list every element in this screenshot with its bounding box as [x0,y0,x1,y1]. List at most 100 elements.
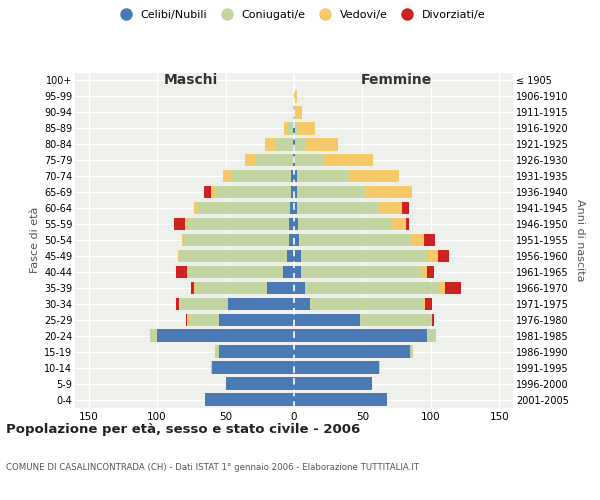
Bar [427,266,434,278]
Bar [310,298,422,310]
Bar [287,250,294,262]
Bar [226,378,294,390]
Bar [297,186,365,198]
Bar [294,186,297,198]
Bar [265,138,275,150]
Bar [412,234,424,246]
Bar [216,186,291,198]
Bar [406,218,409,230]
Bar [179,298,181,310]
Bar [428,250,438,262]
Bar [219,346,294,358]
Bar [410,346,413,358]
Bar [173,218,185,230]
Bar [232,170,291,182]
Bar [379,362,380,374]
Bar [294,282,305,294]
Bar [294,298,310,310]
Bar [365,186,412,198]
Bar [196,282,266,294]
Bar [294,250,301,262]
Bar [294,394,387,406]
Bar [266,282,294,294]
Bar [211,186,216,198]
Bar [294,154,295,166]
Bar [294,218,298,230]
Bar [176,266,187,278]
Bar [229,298,294,310]
Bar [245,154,256,166]
Bar [185,218,187,230]
Bar [275,138,293,150]
Bar [438,250,449,262]
Bar [205,394,294,406]
Bar [301,266,421,278]
Bar [187,266,283,278]
Bar [176,298,179,310]
Bar [427,330,436,342]
Bar [421,266,427,278]
Bar [360,314,431,326]
Bar [212,362,294,374]
Bar [349,170,400,182]
Bar [294,202,297,214]
Bar [301,250,428,262]
Y-axis label: Anni di nascita: Anni di nascita [575,198,586,281]
Bar [445,282,461,294]
Bar [198,202,290,214]
Bar [289,234,294,246]
Bar [293,106,294,118]
Text: Maschi: Maschi [164,73,218,87]
Bar [256,154,293,166]
Bar [293,138,294,150]
Bar [323,154,373,166]
Text: COMUNE DI CASALINCONTRADA (CH) - Dati ISTAT 1° gennaio 2006 - Elaborazione TUTTI: COMUNE DI CASALINCONTRADA (CH) - Dati IS… [6,462,419,471]
Bar [294,266,301,278]
Bar [283,266,294,278]
Bar [432,314,434,326]
Bar [157,330,294,342]
Bar [294,138,295,150]
Bar [194,202,198,214]
Bar [294,362,379,374]
Bar [219,314,294,326]
Text: Popolazione per età, sesso e stato civile - 2006: Popolazione per età, sesso e stato civil… [6,422,360,436]
Bar [294,378,372,390]
Bar [179,250,287,262]
Bar [294,346,410,358]
Y-axis label: Fasce di età: Fasce di età [29,207,40,273]
Bar [211,362,212,374]
Bar [293,122,294,134]
Text: Femmine: Femmine [361,73,432,87]
Bar [305,138,338,150]
Bar [215,346,219,358]
Bar [182,234,183,246]
Bar [298,218,391,230]
Bar [297,170,349,182]
Bar [422,298,425,310]
Bar [294,314,360,326]
Bar [299,234,412,246]
Legend: Celibi/Nubili, Coniugati/e, Vedovi/e, Divorziati/e: Celibi/Nubili, Coniugati/e, Vedovi/e, Di… [110,6,490,25]
Bar [391,218,406,230]
Bar [294,170,297,182]
Bar [178,250,179,262]
Bar [294,330,427,342]
Bar [297,202,379,214]
Bar [425,298,432,310]
Bar [294,106,295,118]
Bar [295,154,323,166]
Bar [203,186,211,198]
Bar [289,218,294,230]
Bar [379,202,402,214]
Bar [294,234,299,246]
Bar [183,234,289,246]
Bar [291,186,294,198]
Bar [191,282,194,294]
Bar [295,106,302,118]
Bar [305,282,439,294]
Bar [291,170,294,182]
Bar [223,170,232,182]
Bar [187,218,289,230]
Bar [298,122,314,134]
